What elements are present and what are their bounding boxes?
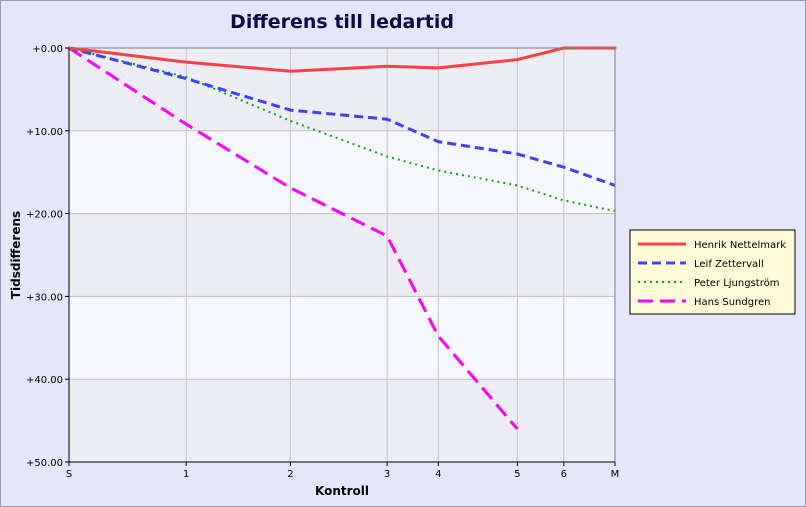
y-tick-label: +40.00	[26, 375, 63, 386]
plot-band	[69, 296, 615, 380]
series-line	[68, 46, 519, 430]
legend-label: Peter Ljungström	[694, 278, 779, 289]
plot-band	[69, 130, 615, 214]
y-tick-label: +30.00	[26, 292, 63, 303]
legend-label: Hans Sundgren	[694, 297, 770, 308]
plot-background	[69, 48, 615, 462]
series-line	[68, 47, 616, 213]
legend: Henrik Nettelmark Leif Zettervall Peter Lj…	[629, 229, 796, 315]
y-tick-label: +10.00	[26, 127, 63, 138]
axes	[68, 47, 616, 463]
x-tick-label: 4	[435, 469, 441, 480]
plot-band	[69, 213, 615, 297]
plot-band	[69, 48, 615, 131]
plot-band	[69, 379, 615, 462]
legend-label: Henrik Nettelmark	[694, 240, 786, 251]
y-tick-label: +20.00	[26, 210, 63, 221]
x-tick-label: 6	[561, 469, 567, 480]
series-line	[67, 46, 617, 73]
x-axis-label: Kontroll	[315, 484, 369, 498]
chart-title: Differens till ledartid	[230, 11, 454, 33]
legend-label: Leif Zettervall	[694, 259, 764, 270]
x-tick-label: S	[66, 469, 72, 480]
series-line	[68, 46, 616, 187]
x-tick-label: 3	[384, 469, 390, 480]
y-tick-label: +50.00	[26, 458, 63, 469]
y-axis-label: Tidsdifferens	[9, 211, 23, 299]
tick-labels: +0.00 +10.00 +20.00 +30.00 +40.00 +50.00S 1 2 3 4…	[26, 44, 619, 480]
y-tick-label: +0.00	[32, 44, 63, 55]
x-tick-label: M	[611, 469, 620, 480]
x-tick-label: 5	[514, 469, 520, 480]
x-tick-label: 2	[287, 469, 293, 480]
x-tick-label: 1	[183, 469, 189, 480]
series-layer	[67, 46, 617, 430]
